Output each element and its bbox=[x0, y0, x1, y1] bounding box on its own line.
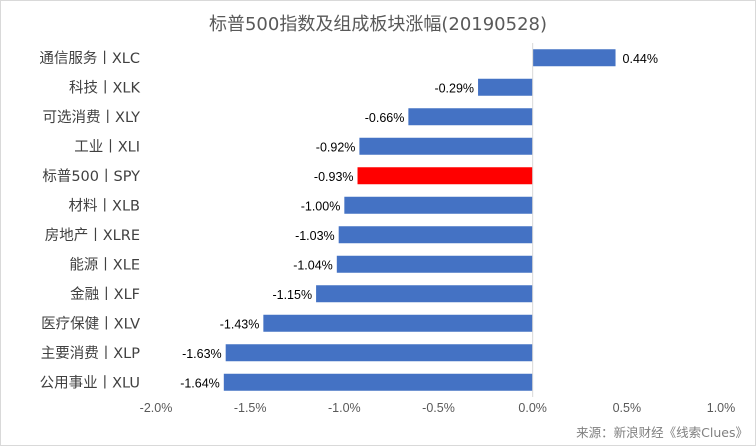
category-label: 材料丨XLB bbox=[69, 197, 140, 214]
data-label: -1.00% bbox=[301, 199, 341, 213]
bar bbox=[316, 285, 533, 303]
x-tick-label: 0.0% bbox=[518, 401, 547, 415]
category-label: 公用事业丨XLU bbox=[40, 374, 140, 391]
data-labels: 0.44% -0.29% -0.66% -0.92% -0.93% -1.00% -1.03… bbox=[180, 52, 658, 391]
bar bbox=[357, 167, 533, 185]
category-label: 主要消费丨XLP bbox=[41, 345, 141, 362]
bar bbox=[344, 196, 533, 214]
bar bbox=[408, 108, 533, 126]
category-label: 医疗保健丨XLV bbox=[41, 315, 140, 332]
category-labels: 通信服务丨XLC 科技丨XLK 可选消费丨XLY 工业丨XLI 标普500丨SPY 材料丨… bbox=[39, 50, 140, 392]
data-label: -0.29% bbox=[434, 81, 474, 95]
category-label: 工业丨XLI bbox=[74, 138, 140, 155]
x-tick-label: -2.0% bbox=[140, 401, 173, 415]
x-tick-label: -0.5% bbox=[422, 401, 455, 415]
source-note: 来源：新浪财经《线索Clues》 bbox=[576, 425, 748, 440]
bar bbox=[338, 226, 533, 244]
bar bbox=[478, 78, 533, 96]
data-label: -0.66% bbox=[365, 111, 405, 125]
data-label: -1.63% bbox=[182, 347, 222, 361]
category-label: 标普500丨SPY bbox=[42, 168, 140, 185]
bar bbox=[532, 49, 616, 67]
data-label: -0.93% bbox=[314, 170, 354, 184]
bar bbox=[225, 344, 533, 362]
x-tick-labels: -2.0% -1.5% -1.0% -0.5% 0.0% 0.5% 1.0% bbox=[140, 401, 736, 415]
data-label: -1.15% bbox=[272, 288, 312, 302]
category-label: 金融丨XLF bbox=[70, 286, 140, 303]
data-label: -1.43% bbox=[220, 317, 260, 331]
category-label: 通信服务丨XLC bbox=[39, 50, 140, 67]
data-label: -1.04% bbox=[293, 258, 333, 272]
category-label: 可选消费丨XLY bbox=[43, 109, 141, 126]
bars bbox=[223, 49, 616, 391]
x-tick-label: 0.5% bbox=[613, 401, 642, 415]
x-tick-label: -1.5% bbox=[234, 401, 267, 415]
x-tick-label: 1.0% bbox=[707, 401, 736, 415]
bar bbox=[223, 373, 533, 391]
category-label: 房地产丨XLRE bbox=[45, 227, 140, 244]
bar bbox=[336, 255, 533, 273]
x-tick-label: -1.0% bbox=[328, 401, 361, 415]
category-label: 能源丨XLE bbox=[69, 256, 140, 273]
data-label: 0.44% bbox=[623, 52, 658, 66]
data-label: -1.03% bbox=[295, 229, 335, 243]
bar bbox=[359, 137, 533, 155]
bar bbox=[263, 314, 533, 332]
category-label: 科技丨XLK bbox=[69, 79, 141, 96]
data-label: -1.64% bbox=[180, 376, 220, 390]
data-label: -0.92% bbox=[316, 140, 356, 154]
chart-title: 标普500指数及组成板块涨幅(20190528) bbox=[209, 14, 547, 35]
